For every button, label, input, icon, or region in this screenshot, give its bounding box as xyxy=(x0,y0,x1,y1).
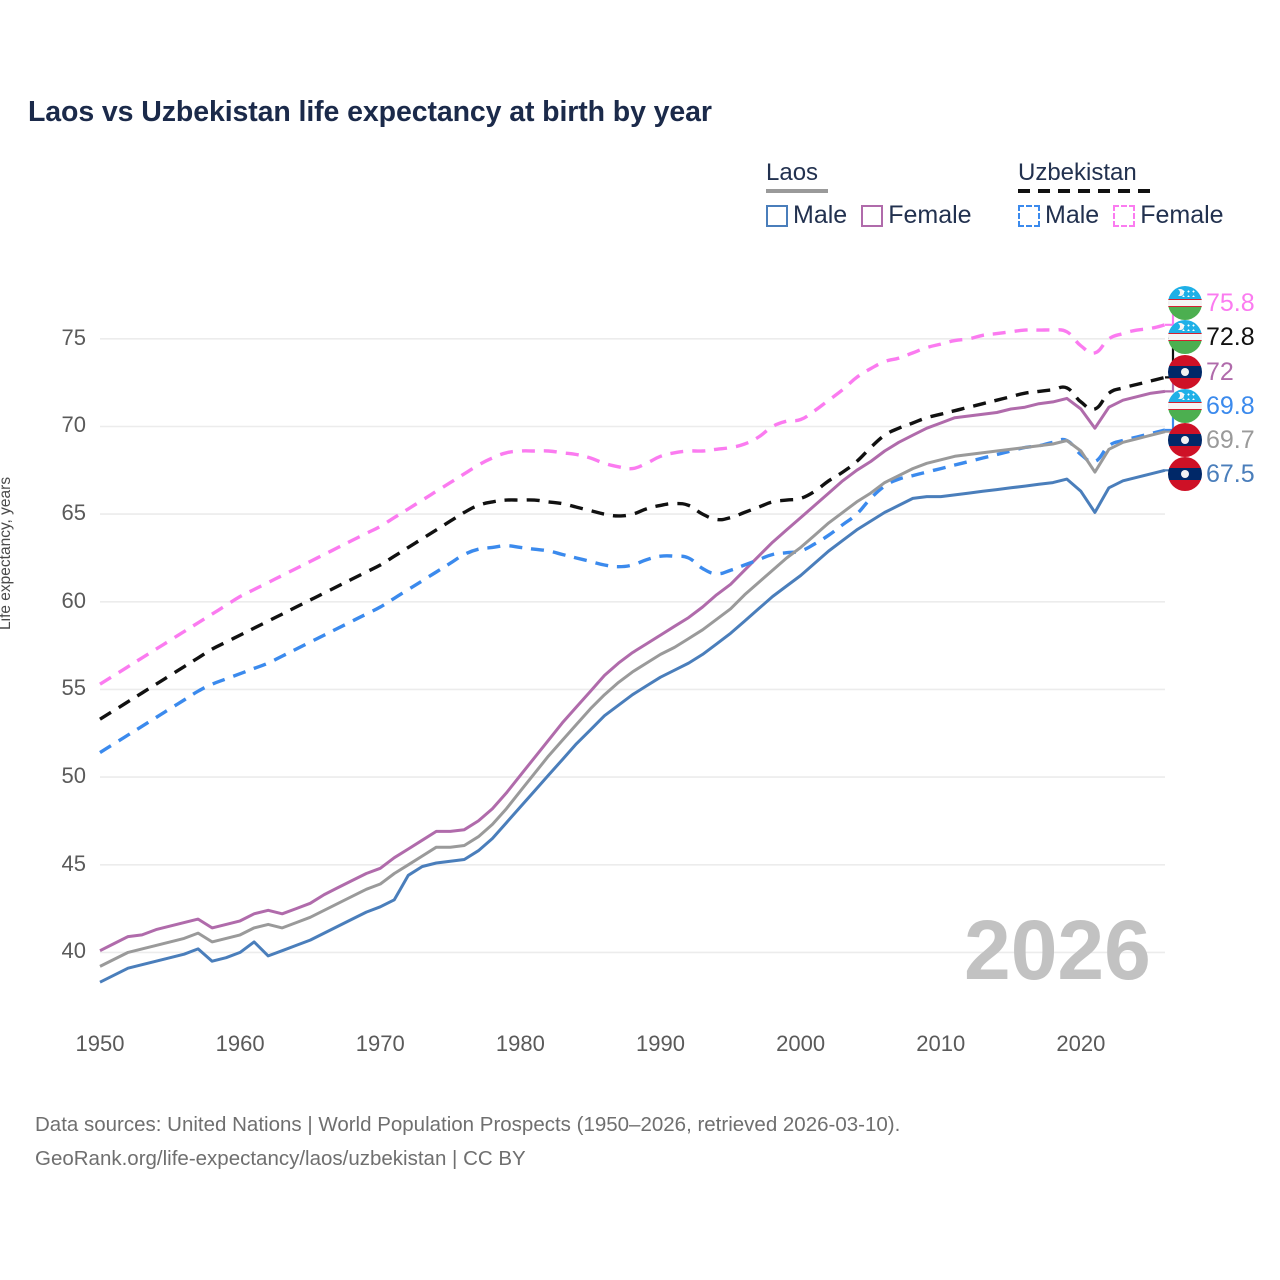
legend-country-rule xyxy=(1018,189,1152,193)
x-tick-label: 2020 xyxy=(1056,1031,1106,1056)
legend-items: Male Female xyxy=(766,201,972,230)
series-line-laos-male xyxy=(99,468,1166,984)
legend-series-label: Male xyxy=(1045,201,1100,229)
gridlines xyxy=(100,337,1165,954)
y-tick-label: 60 xyxy=(61,587,86,613)
end-label-uzbekistan-total: 72.8 xyxy=(1168,320,1255,354)
chart-legend: Laos Male Female Uzbekistan Male Female xyxy=(766,160,1256,242)
end-label-value: 69.7 xyxy=(1206,425,1255,454)
legend-country-label: Laos xyxy=(766,159,819,186)
uzbekistan-flag-icon xyxy=(1168,389,1202,423)
series-line-laos-female xyxy=(99,389,1166,953)
legend-item-uzbekistan-male[interactable]: Male xyxy=(1018,201,1099,230)
legend-swatch-icon xyxy=(1018,204,1040,227)
x-tick-label: 1990 xyxy=(636,1031,685,1056)
series-line-uzbekistan-male xyxy=(99,428,1166,755)
legend-item-laos-male[interactable]: Male xyxy=(766,201,847,230)
legend-swatch-icon xyxy=(861,204,884,227)
page-title: Laos vs Uzbekistan life expectancy at bi… xyxy=(28,96,712,128)
end-label-laos-male: 67.5 xyxy=(1168,457,1255,491)
x-tick-label: 2010 xyxy=(916,1031,966,1056)
year-watermark: 2026 xyxy=(964,903,1151,997)
legend-swatch-icon xyxy=(1113,204,1136,227)
x-tick-label: 1960 xyxy=(215,1031,265,1056)
end-label-laos-female: 72 xyxy=(1168,355,1234,389)
legend-group-laos: Laos Male Female xyxy=(766,160,972,230)
laos-flag-icon xyxy=(1168,355,1202,389)
end-label-uzbekistan-female: 75.8 xyxy=(1168,286,1255,320)
uzbekistan-flag-icon xyxy=(1168,286,1202,320)
legend-series-label: Male xyxy=(793,201,848,229)
end-label-laos-total: 69.7 xyxy=(1168,423,1255,457)
legend-group-uzbekistan: Uzbekistan Male Female xyxy=(1018,160,1224,230)
end-label-value: 67.5 xyxy=(1206,459,1255,488)
uzbekistan-flag-icon xyxy=(1168,320,1202,354)
end-label-value: 69.8 xyxy=(1206,391,1255,420)
legend-items: Male Female xyxy=(1018,201,1224,230)
laos-flag-icon xyxy=(1168,423,1202,457)
end-label-uzbekistan-male: 69.8 xyxy=(1168,389,1255,423)
x-tick-label: 1950 xyxy=(75,1031,125,1056)
footer-attribution: Data sources: United Nations | World Pop… xyxy=(35,1113,901,1170)
legend-country-label: Uzbekistan xyxy=(1018,159,1137,186)
end-label-value: 72 xyxy=(1206,357,1234,386)
x-tick-label: 2000 xyxy=(776,1031,826,1056)
y-tick-label: 65 xyxy=(61,500,86,526)
y-tick-label: 55 xyxy=(61,675,86,701)
series-line-uzbekistan-female xyxy=(99,323,1166,686)
legend-item-laos-female[interactable]: Female xyxy=(861,201,972,230)
x-tick-label: 1980 xyxy=(495,1031,545,1056)
y-tick-label: 45 xyxy=(61,850,86,876)
legend-series-label: Female xyxy=(888,201,972,229)
y-tick-label: 50 xyxy=(61,763,86,789)
x-tick-label: 1970 xyxy=(355,1031,405,1056)
end-label-value: 72.8 xyxy=(1206,322,1255,351)
laos-flag-icon xyxy=(1168,457,1202,491)
y-tick-label: 40 xyxy=(61,938,86,964)
end-label-value: 75.8 xyxy=(1206,288,1255,317)
series-line-uzbekistan-total xyxy=(99,375,1166,721)
legend-swatch-icon xyxy=(766,204,788,227)
y-tick-label: 70 xyxy=(61,412,86,438)
legend-series-label: Female xyxy=(1140,201,1224,229)
y-tick-label: 75 xyxy=(61,324,86,350)
legend-item-uzbekistan-female[interactable]: Female xyxy=(1113,201,1224,230)
y-axis-title: Life expectancy, years xyxy=(0,476,14,630)
series-line-laos-total xyxy=(99,430,1166,968)
legend-country-rule xyxy=(766,189,828,193)
